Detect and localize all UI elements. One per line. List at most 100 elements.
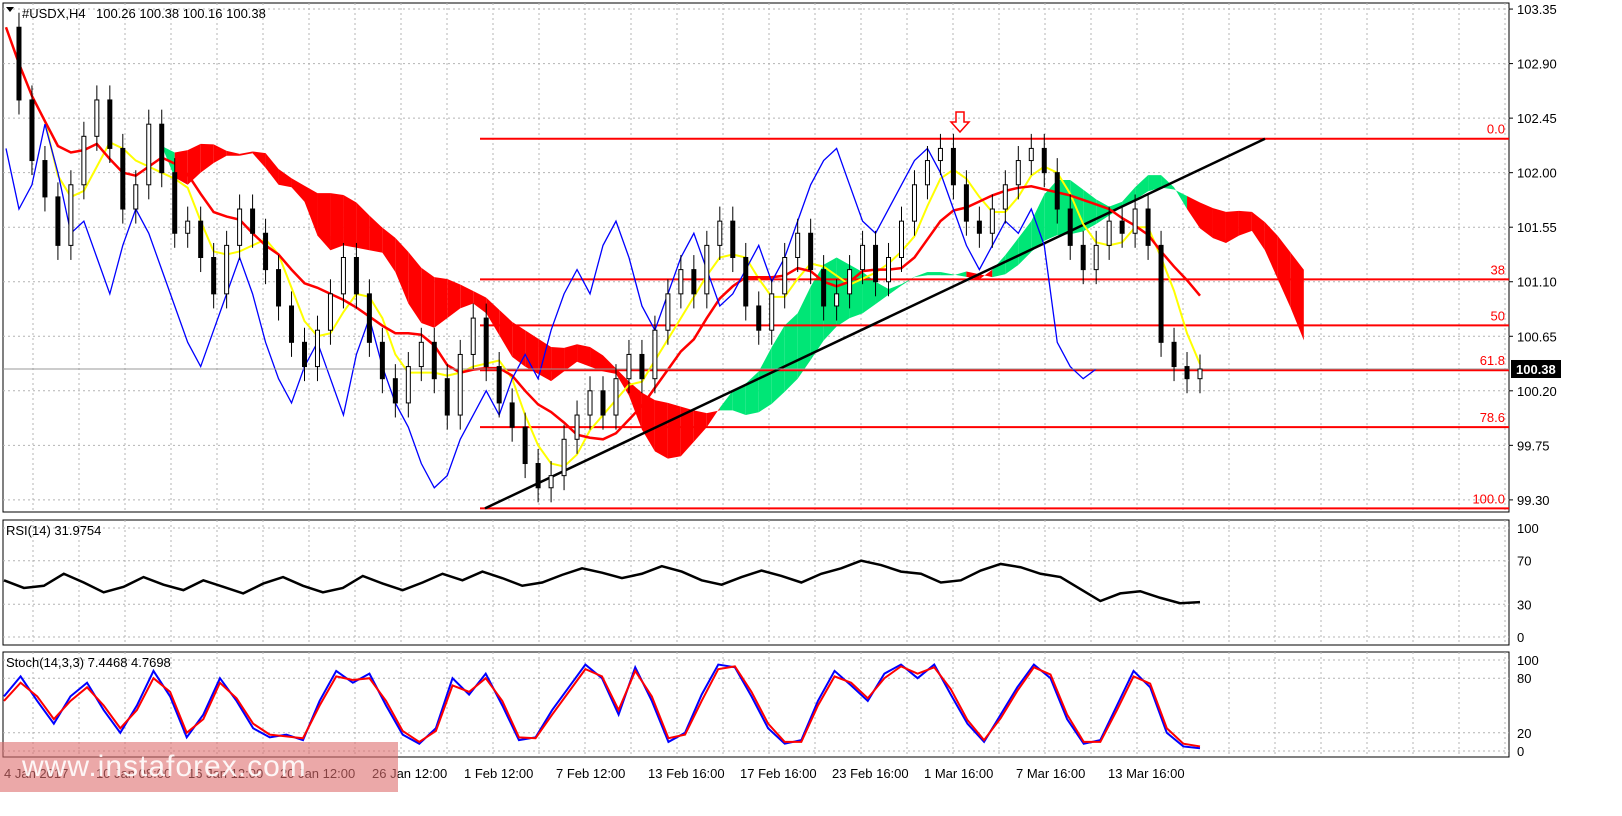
kumo-bear-segment: [654, 400, 668, 459]
candle-body: [535, 463, 541, 489]
stoch-tick-label: 80: [1517, 671, 1531, 686]
candle-body: [444, 378, 450, 416]
fibonacci-retracement[interactable]: 0.0 38 50 61.8 78.6 100.0: [480, 122, 1509, 510]
candle-body: [81, 135, 87, 186]
candle-body: [782, 257, 788, 295]
candle-body: [483, 317, 489, 368]
fib-level-label: 50: [1491, 308, 1505, 323]
kumo-bear-segment: [1238, 210, 1252, 236]
kumo-bear-segment: [1277, 236, 1291, 309]
candle-body: [860, 244, 866, 271]
candle-body: [237, 208, 243, 246]
triangle-down-icon[interactable]: [6, 7, 14, 12]
kumo-bull-segment: [109, 27, 123, 64]
candle-body: [94, 99, 100, 137]
candle-body: [263, 232, 269, 271]
price-tick-label: 99.30: [1517, 493, 1550, 508]
rsi-tick-label: 100: [1517, 521, 1539, 536]
candle-body: [691, 269, 697, 295]
time-label: 13 Feb 16:00: [648, 766, 725, 781]
candle-body: [756, 305, 762, 331]
chikou-span-line: [5, 124, 1097, 489]
kumo-bull-segment: [1096, 199, 1110, 224]
kumo-bear-segment: [499, 309, 513, 357]
candle-body: [1119, 220, 1125, 234]
kumo-bull-segment: [901, 276, 915, 286]
kumo-bear-segment: [317, 193, 331, 251]
kumo-bear-segment: [239, 151, 253, 156]
candle-body: [795, 232, 801, 258]
kumo-bull-segment: [1044, 179, 1058, 241]
trendline[interactable]: [484, 137, 1266, 510]
kumo-bear-segment: [641, 392, 655, 452]
labels: #USDX,H4 100.26 100.38 100.16 100.38 RSI…: [6, 6, 971, 670]
kumo-bull-segment: [122, 63, 136, 96]
watermark-box: [0, 742, 398, 792]
candle-body: [989, 208, 995, 234]
candle-body: [366, 293, 372, 343]
kumo-bear-segment: [343, 195, 357, 248]
kumo-bear-segment: [564, 344, 578, 372]
kumo-bear-segment: [278, 168, 292, 188]
candle-body: [457, 353, 463, 416]
candle-body: [327, 293, 333, 331]
fib-level-label: 100.0: [1472, 491, 1505, 506]
candle-body: [1132, 208, 1138, 234]
candle-body: [873, 244, 879, 283]
candle-body: [963, 184, 969, 222]
candle-body: [250, 208, 256, 234]
trendline-segment[interactable]: [484, 137, 1266, 510]
kumo-bear-segment: [460, 284, 474, 309]
rsi-tick-label: 70: [1517, 554, 1531, 569]
kumo-bear-segment: [330, 193, 344, 251]
kumo-bull-segment: [1122, 187, 1136, 208]
kumo-bear-segment: [421, 267, 435, 328]
candle-body: [146, 123, 152, 186]
candle-body: [289, 305, 295, 343]
candle-body: [224, 244, 230, 295]
candle-body: [522, 426, 528, 465]
kumo-bull-segment: [135, 95, 149, 122]
candle-body: [937, 147, 943, 162]
candle-body: [678, 269, 684, 295]
kumo-bull-segment: [875, 281, 889, 305]
kumo-bear-segment: [1251, 211, 1265, 251]
candle-body: [431, 341, 437, 380]
kumo-bear-segment: [200, 143, 214, 173]
pane-frame-2: [2, 651, 1510, 758]
kumo-bull-segment: [888, 284, 902, 295]
candle-body: [379, 341, 385, 380]
kumo-bull-segment: [758, 347, 772, 413]
candle-body: [133, 184, 139, 210]
time-label: 13 Mar 16:00: [1108, 766, 1185, 781]
candle-body: [652, 329, 658, 380]
kumo-bear-segment: [551, 346, 565, 382]
candle-body: [340, 257, 346, 295]
ohlc-values: 100.26 100.38 100.16 100.38: [96, 6, 266, 21]
candle-body: [405, 366, 411, 404]
kumo-bull-segment: [953, 271, 967, 277]
kumo-bear-segment: [512, 321, 526, 367]
kumo-bull-segment: [836, 257, 850, 327]
candle-body: [639, 353, 645, 380]
candle-body: [613, 378, 619, 416]
time-label: 1 Mar 16:00: [924, 766, 993, 781]
kumo-bull-segment: [914, 272, 928, 278]
kumo-bear-segment: [538, 338, 552, 382]
candle-body: [1093, 244, 1099, 271]
kumo-bull-segment: [797, 286, 811, 379]
candle-body: [302, 341, 307, 368]
rsi-tick-label: 30: [1517, 597, 1531, 612]
candle-body: [743, 257, 749, 307]
kumo-bear-segment: [265, 153, 279, 185]
price-tick-label: 100.20: [1517, 384, 1557, 399]
kumo-bear-segment: [667, 402, 681, 459]
candle-body: [950, 147, 956, 186]
price-bars: [16, 12, 1203, 503]
fib-level-label: 61.8: [1480, 353, 1505, 368]
kumo-bull-segment: [1135, 175, 1149, 200]
candle-body: [276, 269, 282, 307]
kumo-bear-segment: [382, 227, 396, 273]
